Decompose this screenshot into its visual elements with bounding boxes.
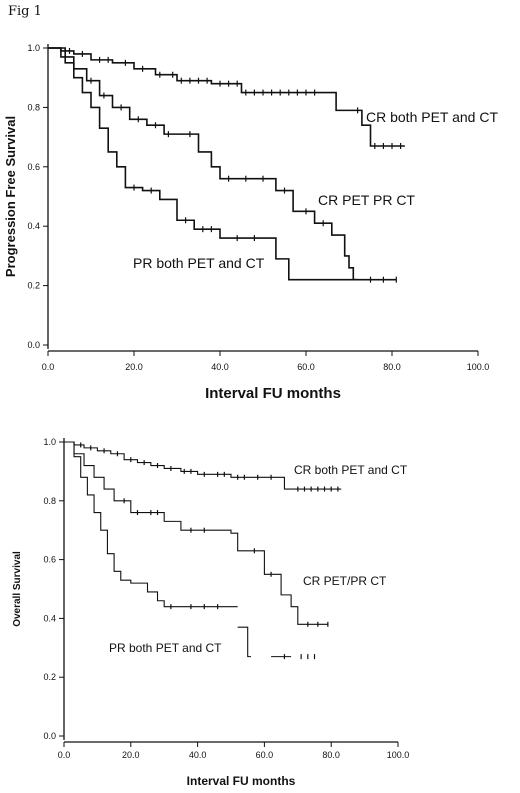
- pfs-series-0-curve: [48, 47, 405, 147]
- pfs-series-1-label: CR PET PR CT: [318, 192, 415, 208]
- pfs-x-tick-label: 0.0: [42, 362, 55, 372]
- pfs-series-2-label: PR both PET and CT: [133, 255, 265, 271]
- pfs-y-tick-label: 0.8: [27, 102, 40, 112]
- figure-label: Fig 1: [8, 4, 42, 19]
- os-x-axis-title: Interval FU months: [187, 774, 296, 788]
- pfs-x-tick-label: 40.0: [211, 362, 229, 372]
- os-series-0-curve: [64, 441, 342, 490]
- pfs-y-tick-label: 0.4: [27, 221, 40, 231]
- os-x-tick-label: 20.0: [122, 750, 140, 760]
- os-series-1-curve: [64, 441, 328, 625]
- pfs-y-tick-label: 0.6: [27, 162, 40, 172]
- os-y-axis-title: Overall Survival: [12, 551, 23, 627]
- pfs-x-tick-label: 20.0: [125, 362, 143, 372]
- os-y-tick-label: 0.4: [43, 613, 56, 623]
- os-x-tick-label: 40.0: [189, 750, 207, 760]
- pfs-series-0-label: CR both PET and CT: [366, 109, 498, 125]
- os-series-0-label: CR both PET and CT: [294, 463, 408, 477]
- os-x-tick-label: 0.0: [58, 750, 71, 760]
- os-series-2-curve: [64, 441, 238, 608]
- os-x-tick-label: 100.0: [387, 750, 410, 760]
- os-series-1-label: CR PET/PR CT: [303, 574, 387, 588]
- pfs-y-axis-title: Progression Free Survival: [3, 116, 18, 277]
- pfs-series-1-curve: [48, 47, 397, 281]
- pfs-x-tick-label: 60.0: [297, 362, 315, 372]
- os-x-tick-label: 80.0: [322, 750, 340, 760]
- os-series-2-label: PR both PET and CT: [109, 641, 222, 655]
- os-y-tick-label: 1.0: [43, 437, 56, 447]
- os-y-tick-label: 0.2: [43, 672, 56, 682]
- pfs-x-tick-label: 100.0: [467, 362, 490, 372]
- pfs-chart: 0.0 0.2 0.4 0.6 0.8 1.0 0.0 20.0 40.0 60.0 80.0 100…: [3, 43, 498, 402]
- pfs-y-tick-label: 0.0: [27, 340, 40, 350]
- os-chart: 0.0 0.2 0.4 0.6 0.8 1.0 0.0 20.0 40.0 60.0 80.0 100…: [12, 437, 410, 788]
- os-y-tick-label: 0.0: [43, 731, 56, 741]
- pfs-x-axis-title: Interval FU months: [205, 385, 341, 402]
- os-series-3-curve: [237, 626, 252, 658]
- pfs-y-tick-label: 0.2: [27, 281, 40, 291]
- pfs-series-2-curve: [48, 47, 358, 281]
- os-y-tick-label: 0.6: [43, 555, 56, 565]
- os-x-tick-label: 60.0: [256, 750, 274, 760]
- pfs-x-tick-label: 80.0: [383, 362, 401, 372]
- pfs-y-tick-label: 1.0: [27, 43, 40, 53]
- os-y-tick-label: 0.8: [43, 496, 56, 506]
